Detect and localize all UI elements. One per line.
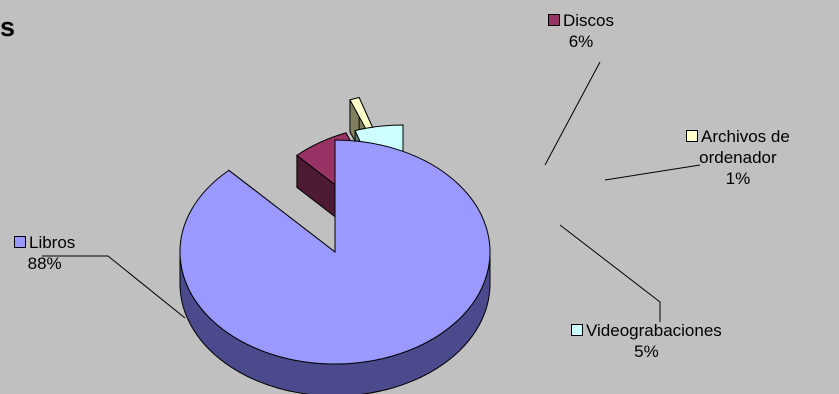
label-archivos-percent: 1% bbox=[725, 169, 751, 188]
leader-line bbox=[559, 224, 661, 322]
leader-line bbox=[604, 164, 701, 181]
legend-key-discos bbox=[548, 14, 560, 26]
slice-libros bbox=[179, 139, 491, 394]
leader-lines bbox=[42, 61, 701, 322]
label-libros-percent: 88% bbox=[27, 254, 62, 273]
label-discos: Discos 6% bbox=[548, 10, 614, 52]
label-discos-name: Discos bbox=[563, 11, 615, 30]
chart-title-fragment: s bbox=[0, 12, 16, 42]
label-libros-name: Libros bbox=[29, 233, 76, 252]
label-archivos-line1: Archivos de bbox=[701, 127, 790, 146]
label-videograbaciones-name: Videograbaciones bbox=[586, 321, 722, 340]
legend-key-videograbaciones bbox=[571, 324, 583, 336]
label-archivos-line2: ordenador bbox=[699, 148, 777, 167]
leader-line bbox=[544, 61, 601, 166]
label-libros: Libros 88% bbox=[14, 232, 75, 274]
legend-key-archivos bbox=[686, 130, 698, 142]
label-videograbaciones: Videograbaciones 5% bbox=[571, 320, 722, 362]
label-discos-percent: 6% bbox=[568, 32, 594, 51]
pie-slices bbox=[179, 96, 491, 394]
label-archivos: Archivos de ordenador 1% bbox=[686, 126, 790, 189]
legend-key-libros bbox=[14, 236, 26, 248]
label-videograbaciones-percent: 5% bbox=[634, 342, 659, 361]
leader-line bbox=[42, 255, 186, 319]
